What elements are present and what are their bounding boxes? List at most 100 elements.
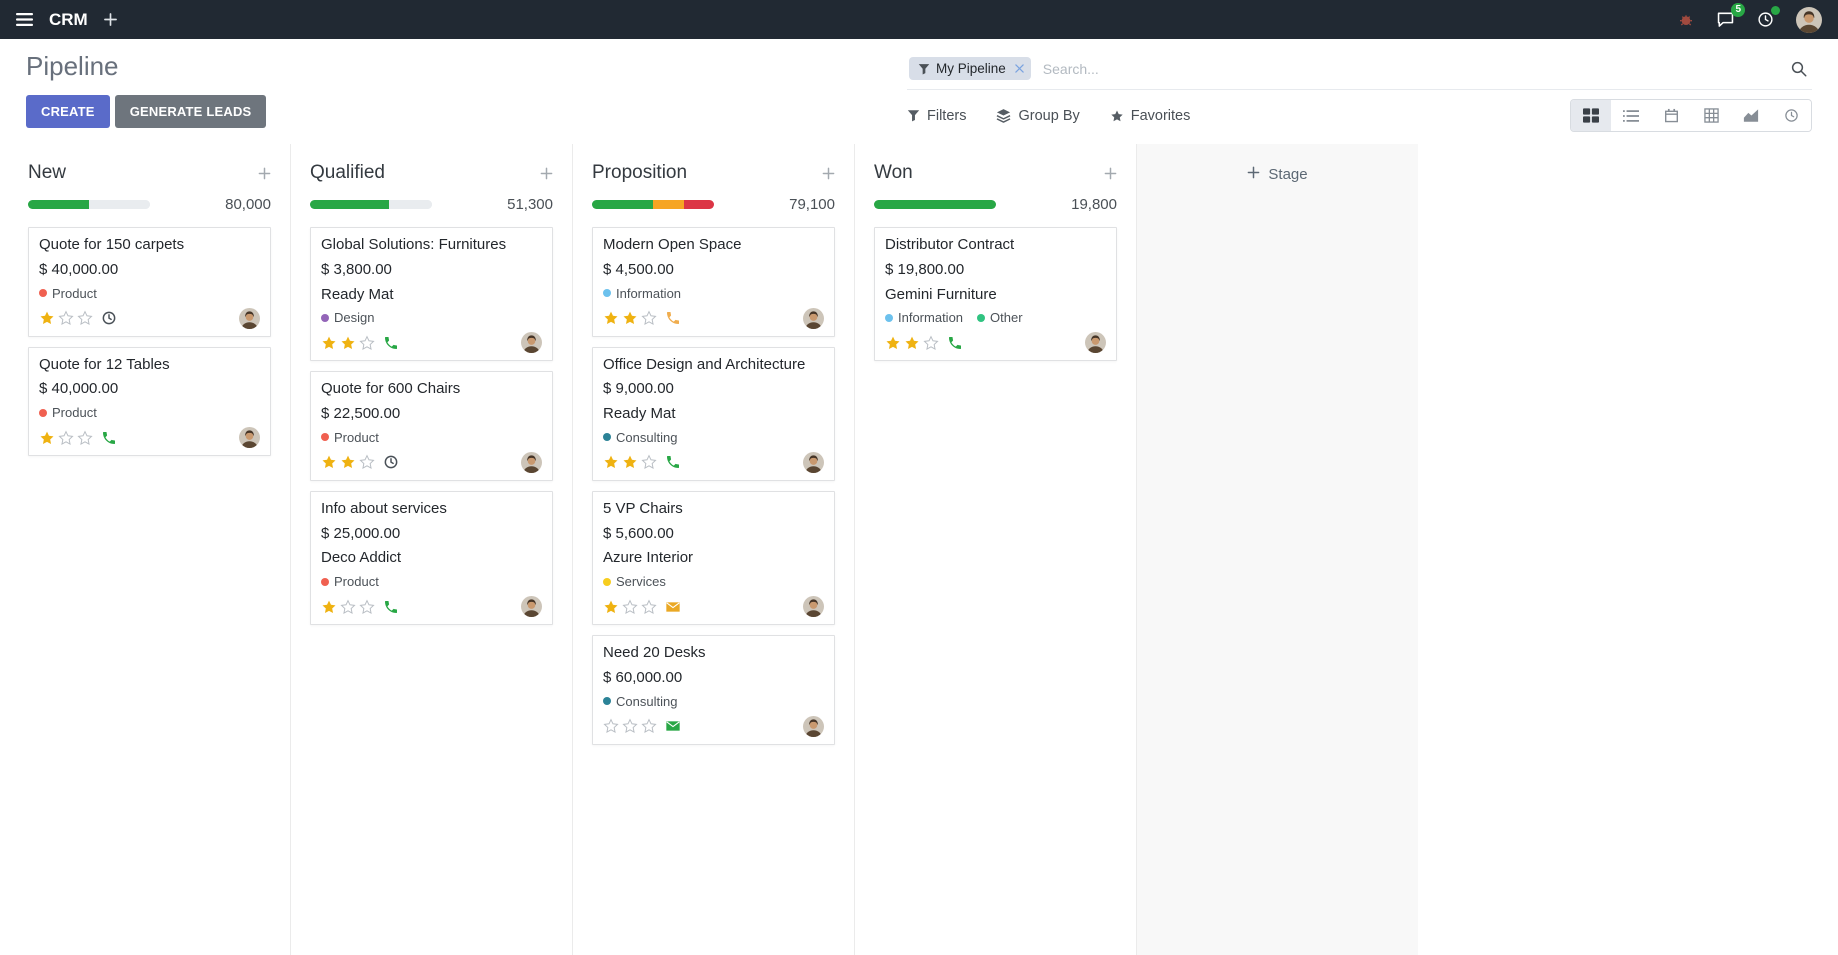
star-filled-icon[interactable] — [321, 335, 337, 351]
menu-icon[interactable] — [16, 13, 33, 26]
priority-stars — [603, 454, 657, 470]
kanban-card[interactable]: Modern Open Space $ 4,500.00 Information — [592, 227, 835, 337]
calendar-view-icon[interactable] — [1651, 100, 1691, 131]
star-filled-icon[interactable] — [622, 310, 638, 326]
star-filled-icon[interactable] — [904, 335, 920, 351]
star-empty-icon[interactable] — [359, 335, 375, 351]
card-amount: $ 3,800.00 — [321, 260, 392, 278]
clock-icon[interactable] — [101, 310, 117, 326]
star-filled-icon[interactable] — [622, 454, 638, 470]
remove-facet-icon[interactable] — [1015, 64, 1024, 73]
star-empty-icon[interactable] — [359, 454, 375, 470]
envelope-icon[interactable] — [665, 599, 681, 615]
envelope-icon[interactable] — [665, 718, 681, 734]
priority-stars — [603, 310, 657, 326]
filters-button[interactable]: Filters — [907, 108, 966, 124]
app-name[interactable]: CRM — [49, 9, 88, 29]
plus-icon[interactable] — [103, 13, 117, 26]
clock-icon[interactable] — [383, 454, 399, 470]
star-empty-icon[interactable] — [359, 599, 375, 615]
kanban-view-icon[interactable] — [1571, 100, 1611, 131]
user-avatar[interactable] — [1796, 6, 1822, 33]
priority-stars — [39, 430, 93, 446]
salesperson-avatar — [803, 596, 824, 617]
star-filled-icon[interactable] — [885, 335, 901, 351]
star-empty-icon[interactable] — [77, 430, 93, 446]
priority-stars — [603, 718, 657, 734]
phone-icon[interactable] — [665, 454, 681, 470]
star-empty-icon[interactable] — [622, 718, 638, 734]
stage-header: Won — [874, 162, 1117, 184]
phone-icon[interactable] — [383, 599, 399, 615]
priority-stars — [885, 335, 939, 351]
add-record-button[interactable] — [540, 167, 553, 180]
star-empty-icon[interactable] — [603, 718, 619, 734]
star-filled-icon[interactable] — [603, 599, 619, 615]
messages-badge: 5 — [1731, 3, 1745, 17]
phone-icon[interactable] — [947, 335, 963, 351]
star-empty-icon[interactable] — [340, 599, 356, 615]
stage-progressbar[interactable] — [310, 200, 432, 209]
kanban-card[interactable]: Distributor Contract $ 19,800.00 Gemini Fu… — [874, 227, 1117, 362]
group-by-button[interactable]: Group By — [996, 108, 1080, 124]
phone-icon[interactable] — [101, 430, 117, 446]
add-record-button[interactable] — [1104, 167, 1117, 180]
graph-view-icon[interactable] — [1731, 100, 1771, 131]
card-footer — [885, 332, 1106, 354]
search-bar: My Pipeline — [907, 55, 1812, 90]
star-empty-icon[interactable] — [77, 310, 93, 326]
kanban-card[interactable]: Quote for 12 Tables $ 40,000.00 Product — [28, 346, 271, 456]
stage-progressbar[interactable] — [874, 200, 996, 209]
bug-icon[interactable] — [1678, 12, 1694, 28]
add-record-button[interactable] — [258, 167, 271, 180]
star-filled-icon[interactable] — [39, 310, 55, 326]
add-stage-button[interactable]: Stage — [1241, 165, 1313, 184]
kanban-card[interactable]: Global Solutions: Furnitures $ 3,800.00 Re… — [310, 227, 553, 362]
stage-progressbar[interactable] — [28, 200, 150, 209]
star-filled-icon[interactable] — [321, 454, 337, 470]
star-empty-icon[interactable] — [641, 599, 657, 615]
messages-icon[interactable]: 5 — [1716, 3, 1745, 28]
tag-label: Product — [52, 405, 97, 420]
card-amount: $ 40,000.00 — [39, 260, 119, 278]
phone-icon[interactable] — [383, 335, 399, 351]
pivot-view-icon[interactable] — [1691, 100, 1731, 131]
kanban-card[interactable]: Quote for 600 Chairs $ 22,500.00 Product — [310, 371, 553, 481]
star-filled-icon[interactable] — [321, 599, 337, 615]
stage-progressbar[interactable] — [592, 200, 714, 209]
kanban-card[interactable]: Info about services $ 25,000.00 Deco Addic… — [310, 490, 553, 625]
phone-icon[interactable] — [665, 310, 681, 326]
generate-leads-button[interactable]: GENERATE LEADS — [114, 95, 267, 128]
activities-badge — [1771, 6, 1780, 15]
kanban-card[interactable]: Office Design and Architecture $ 9,000.00… — [592, 346, 835, 481]
add-record-button[interactable] — [822, 167, 835, 180]
star-empty-icon[interactable] — [641, 310, 657, 326]
star-filled-icon[interactable] — [603, 310, 619, 326]
star-filled-icon[interactable] — [39, 430, 55, 446]
kanban-card[interactable]: 5 VP Chairs $ 5,600.00 Azure Interior Servi… — [592, 490, 835, 625]
create-button[interactable]: CREATE — [26, 95, 110, 128]
favorites-button[interactable]: Favorites — [1110, 108, 1190, 124]
search-input[interactable] — [1040, 59, 1790, 78]
star-empty-icon[interactable] — [641, 718, 657, 734]
list-view-icon[interactable] — [1611, 100, 1651, 131]
kanban-card[interactable]: Need 20 Desks $ 60,000.00 Consulting — [592, 635, 835, 745]
star-empty-icon[interactable] — [641, 454, 657, 470]
magnifier-icon[interactable] — [1790, 60, 1808, 78]
card-tag: Product — [39, 286, 97, 301]
star-empty-icon[interactable] — [58, 430, 74, 446]
activity-view-icon[interactable] — [1771, 100, 1811, 131]
activities-icon[interactable] — [1757, 6, 1780, 28]
search-facet[interactable]: My Pipeline — [909, 57, 1031, 80]
top-navbar: CRM 5 — [0, 0, 1838, 39]
star-filled-icon[interactable] — [340, 335, 356, 351]
star-empty-icon[interactable] — [622, 599, 638, 615]
star-filled-icon[interactable] — [603, 454, 619, 470]
card-tag: Product — [321, 574, 379, 589]
salesperson-avatar — [239, 307, 260, 329]
star-empty-icon[interactable] — [923, 335, 939, 351]
star-empty-icon[interactable] — [58, 310, 74, 326]
star-filled-icon[interactable] — [340, 454, 356, 470]
kanban-card[interactable]: Quote for 150 carpets $ 40,000.00 Product — [28, 227, 271, 337]
